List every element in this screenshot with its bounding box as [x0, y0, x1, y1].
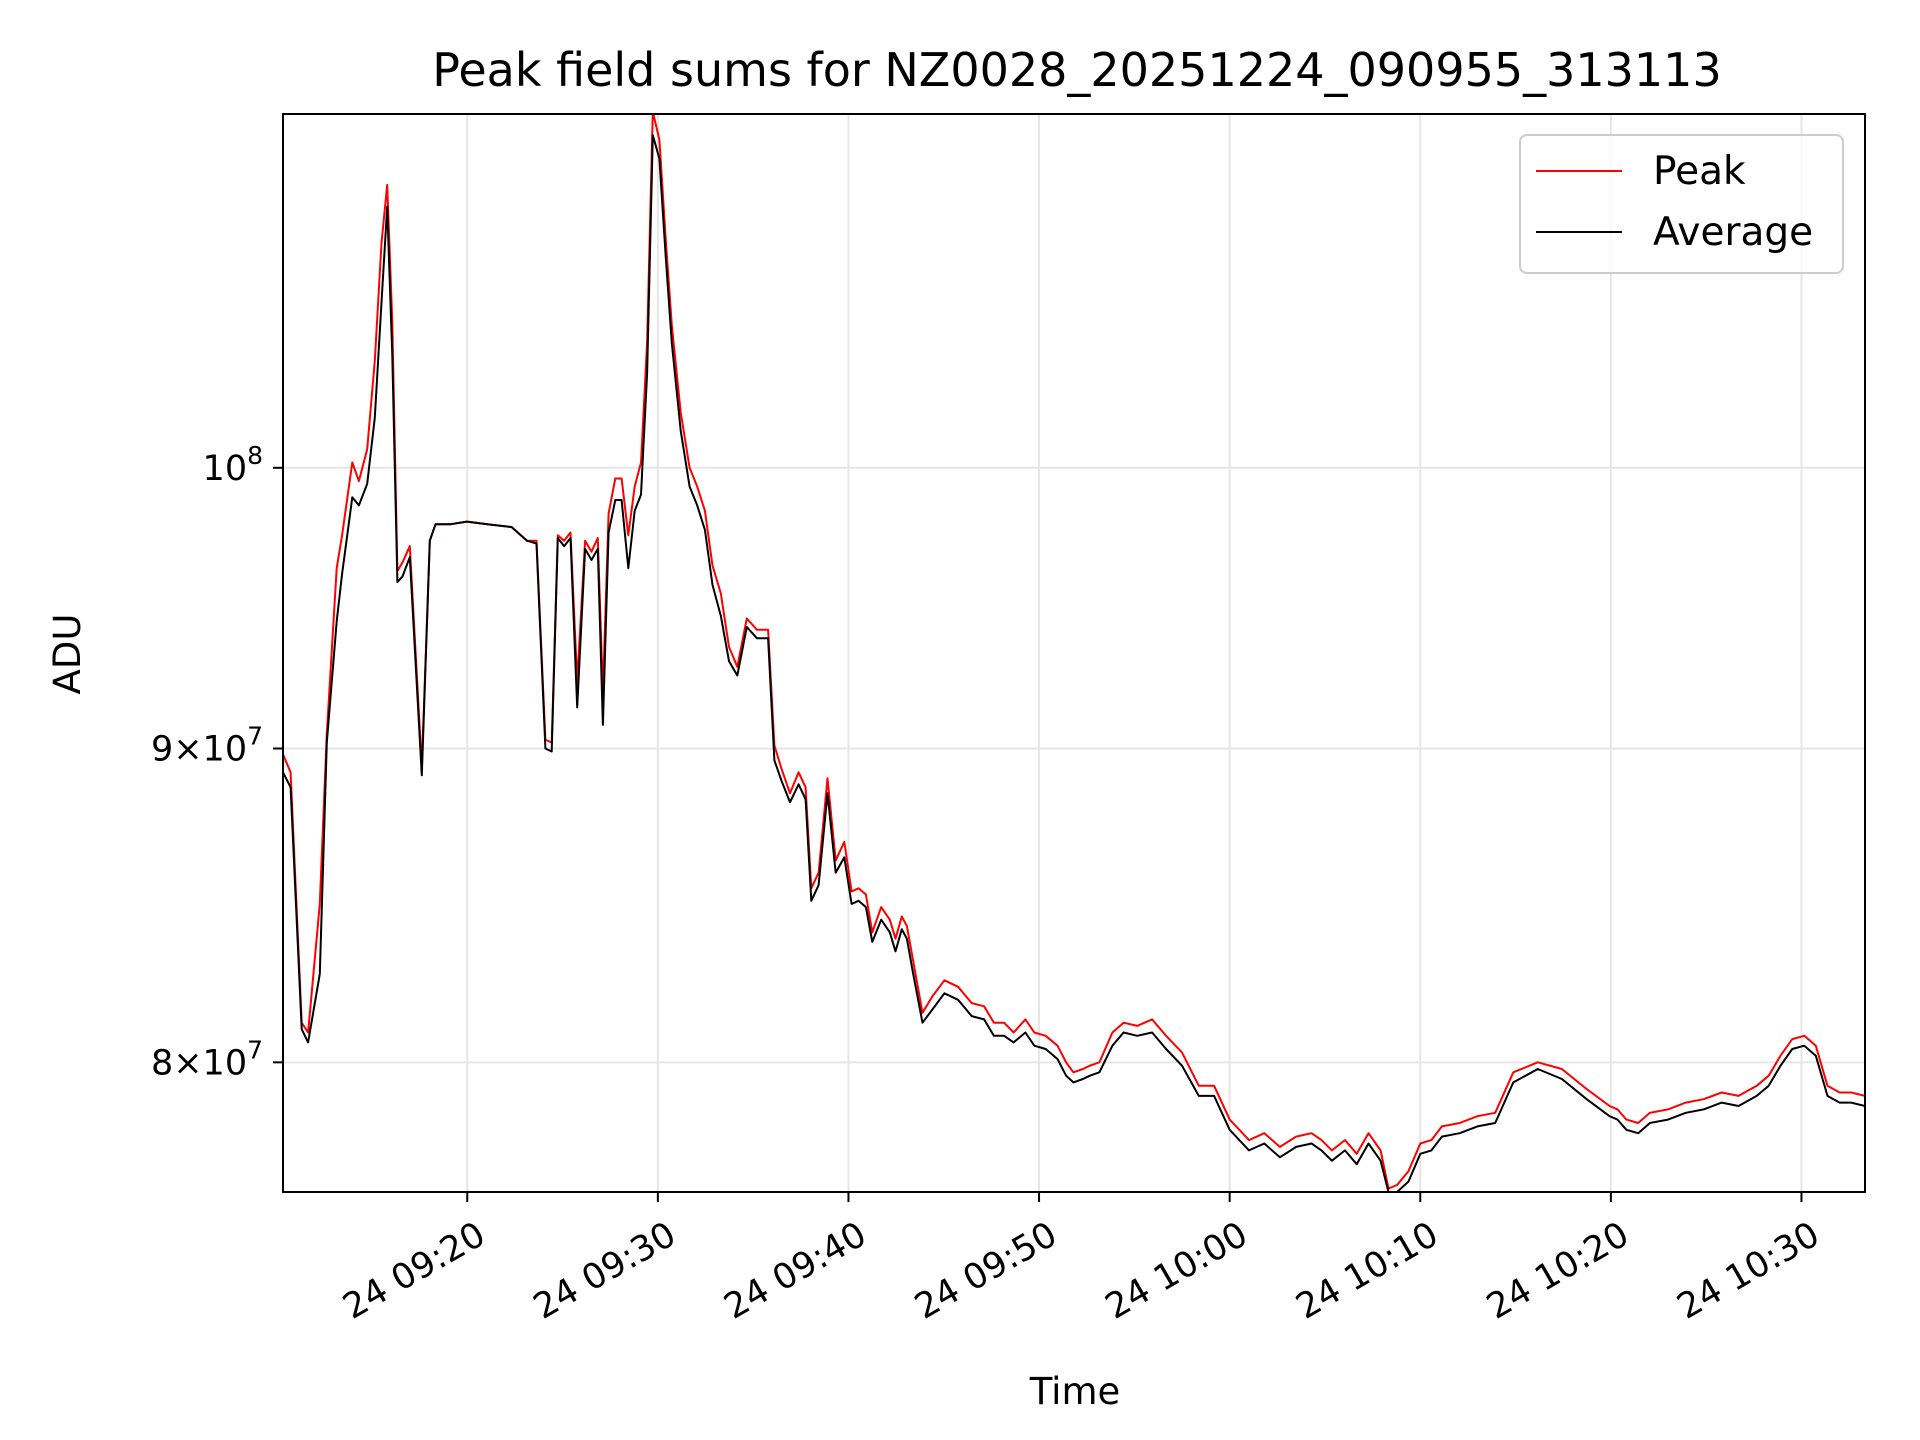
plot-frame — [282, 113, 1866, 1193]
x-axis-label: Time — [1029, 1370, 1121, 1413]
y-tick-exponent: 8 — [247, 441, 263, 470]
y-tick-base: 9×10 — [151, 730, 247, 770]
y-tick-exponent: 7 — [247, 722, 263, 751]
chart-title: Peak field sums for NZ0028_20251224_0909… — [432, 43, 1721, 97]
legend-label-average: Average — [1653, 210, 1813, 255]
plot-area — [283, 114, 1865, 1192]
grid — [283, 114, 1865, 1192]
y-tick-label: 9×107 — [151, 722, 263, 770]
legend: Peak Average — [1519, 134, 1844, 274]
legend-box — [1519, 134, 1844, 274]
legend-label-peak: Peak — [1653, 149, 1746, 194]
y-tick-base: 8×10 — [151, 1043, 247, 1083]
y-axis-label: ADU — [46, 614, 89, 695]
y-tick-label: 8×107 — [151, 1035, 263, 1083]
y-tick-exponent: 7 — [247, 1035, 263, 1064]
y-tick-label: 108 — [203, 441, 263, 489]
series-line-average — [283, 134, 1865, 1192]
y-tick-base: 10 — [203, 449, 248, 489]
